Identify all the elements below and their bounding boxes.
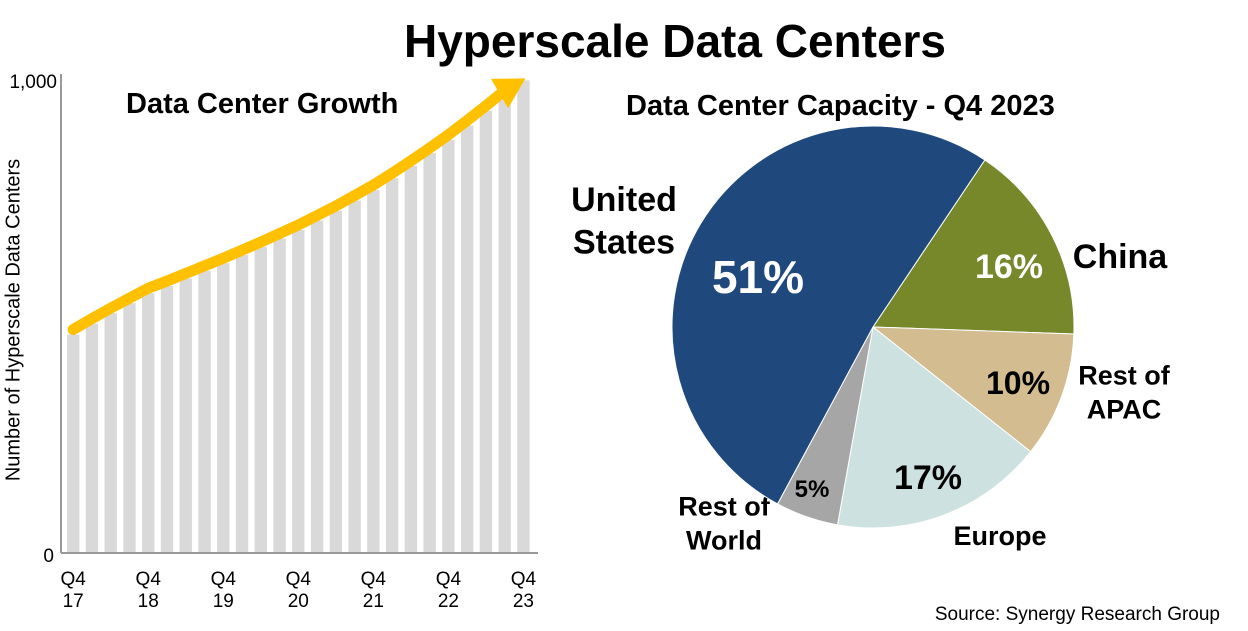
pie-category-label: United States: [571, 181, 677, 262]
x-tick-label: Q4: [61, 569, 87, 590]
y-tick-label: 0: [43, 546, 54, 567]
x-tick-label: 20: [288, 591, 309, 612]
bar: [385, 178, 399, 553]
x-tick-label: Q4: [286, 569, 312, 590]
pie-category-label: China: [1073, 238, 1169, 276]
bar: [442, 139, 455, 553]
pie-value-label: 10%: [986, 365, 1050, 401]
bar: [123, 303, 136, 553]
bar: [217, 263, 230, 553]
pie-value-label: 17%: [894, 459, 962, 497]
bar: [254, 247, 267, 553]
bar: [310, 220, 324, 553]
bar: [235, 255, 249, 554]
x-tick-label: 22: [438, 591, 459, 612]
x-tick-label: 21: [363, 591, 384, 612]
trend-arrow: [67, 85, 511, 335]
bar: [460, 125, 474, 553]
x-tick-label: Q4: [436, 569, 462, 590]
bar: [404, 165, 418, 553]
bar: [198, 270, 211, 553]
main-title: Hyperscale Data Centers: [403, 15, 947, 67]
y-tick-label: 1,000: [9, 72, 57, 93]
bar: [179, 278, 192, 553]
bar: [85, 323, 99, 553]
bar: [423, 153, 436, 554]
bar: [329, 211, 343, 553]
pie-value-label: 51%: [712, 251, 804, 303]
x-tick-label: Q4: [136, 569, 162, 590]
bar: [479, 110, 493, 554]
pie-category-label: Rest of APAC: [1078, 361, 1171, 425]
bar: [348, 200, 361, 554]
x-tick-label: 23: [513, 591, 534, 612]
pie-chart-title: Data Center Capacity - Q4 2023: [626, 90, 1055, 122]
pie-value-label: 5%: [795, 476, 830, 503]
x-tick-label: Q4: [361, 569, 387, 590]
pie-slice: [872, 159, 1075, 335]
pie-category-label: Rest of World: [678, 492, 771, 556]
bar: [142, 293, 155, 553]
pie-slice: [836, 326, 1032, 529]
source-note: Source: Synergy Research Group: [934, 604, 1220, 625]
x-tick-label: Q4: [511, 569, 537, 590]
pie-slice: [671, 125, 986, 505]
bar: [273, 238, 286, 554]
bar: [292, 230, 305, 553]
bar: [160, 286, 174, 553]
pie-slice: [871, 326, 1075, 453]
x-tick-label: Q4: [211, 569, 237, 590]
x-tick-label: 19: [213, 591, 234, 612]
x-tick-label: 17: [63, 591, 84, 612]
bar-chart-title: Data Center Growth: [126, 88, 399, 120]
bar: [498, 95, 511, 553]
pie-category-label: Europe: [953, 521, 1046, 551]
bar: [67, 334, 80, 553]
trend-arrow-head: [490, 78, 526, 109]
pie-value-label: 16%: [975, 248, 1043, 286]
x-tick-label: 18: [138, 591, 159, 612]
bar: [104, 313, 117, 553]
bar: [517, 80, 530, 553]
bar: [367, 190, 380, 553]
